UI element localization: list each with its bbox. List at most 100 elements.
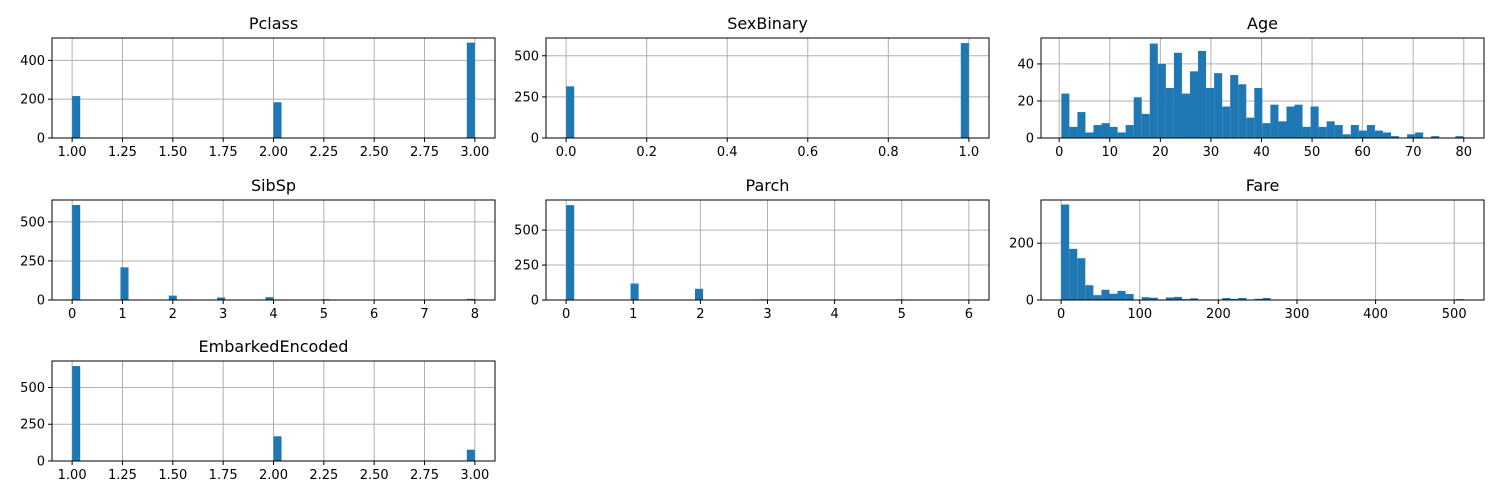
age-bar [1246, 117, 1255, 138]
fare-bar [1117, 290, 1126, 300]
fare-bar [1190, 298, 1199, 300]
age-bar [1101, 123, 1110, 138]
parch-x-tick-label: 0 [562, 307, 570, 322]
pclass-x-tick-label: 2.25 [309, 145, 338, 160]
parch-x-tick-label: 2 [696, 307, 704, 322]
pclass-x-tick-label: 1.00 [58, 145, 87, 160]
age-bar [1415, 132, 1424, 138]
fare-bar [1238, 298, 1247, 300]
age-x-tick-label: 30 [1203, 145, 1220, 160]
sib-sp-x-tick-label: 0 [68, 307, 76, 322]
sib-sp-bar [265, 297, 274, 300]
sib-sp-bar [466, 298, 475, 300]
pclass-panel-title: Pclass [249, 14, 298, 33]
embarked-encoded-x-tick-label: 3.00 [460, 468, 489, 483]
age-bar [1149, 43, 1158, 138]
age-x-tick-label: 0 [1055, 145, 1063, 160]
embarked-encoded-x-tick-label: 2.50 [360, 468, 389, 483]
sib-sp-y-tick-label: 250 [20, 254, 45, 269]
pclass-x-tick-label: 2.75 [410, 145, 439, 160]
sib-sp-x-tick-label: 6 [370, 307, 378, 322]
sex-binary-x-tick-label: 0.4 [717, 145, 738, 160]
sib-sp-y-tick-label: 0 [37, 294, 45, 309]
sib-sp-bar [72, 205, 81, 300]
age-bar [1350, 125, 1359, 138]
parch-y-tick-label: 0 [531, 294, 539, 309]
parch-x-tick-label: 4 [830, 307, 838, 322]
fare-x-tick-label: 200 [1206, 307, 1231, 322]
pclass-bar [72, 96, 81, 138]
sib-sp-x-tick-label: 8 [471, 307, 479, 322]
parch-x-tick-label: 3 [763, 307, 771, 322]
pclass-histogram-panel: 1.00 1.25 1.50 1.75 2.00 2.25 2.50 2.75 3.00 0 200… [20, 14, 496, 160]
fare-bar [1109, 293, 1118, 300]
age-bar [1238, 84, 1247, 138]
age-bar [1302, 126, 1311, 138]
age-bar [1061, 93, 1070, 138]
embarked-encoded-histogram-panel: 1.00 1.25 1.50 1.75 2.00 2.25 2.50 2.75 3.00 0 250… [20, 337, 496, 483]
fare-y-tick-label: 0 [1026, 294, 1034, 309]
age-bar [1278, 121, 1287, 138]
parch-bar [630, 283, 639, 300]
fare-bar [1173, 296, 1182, 300]
parch-x-tick-label: 6 [965, 307, 973, 322]
age-bar [1077, 112, 1086, 138]
age-x-tick-label: 70 [1405, 145, 1422, 160]
fare-axes-frame [1040, 199, 1485, 301]
embarked-encoded-y-tick-label: 250 [20, 418, 45, 433]
fare-bar [1077, 258, 1086, 300]
age-bar [1157, 63, 1166, 138]
parch-gridlines [546, 200, 989, 301]
embarked-encoded-bar [72, 366, 81, 461]
embarked-encoded-x-tick-label: 1.75 [209, 468, 238, 483]
embarked-encoded-bars [72, 366, 475, 461]
age-bar [1125, 125, 1134, 138]
sib-sp-y-tick-label: 500 [20, 215, 45, 230]
age-bar [1173, 52, 1182, 138]
fare-bar [1149, 297, 1158, 300]
fare-y-tick-label: 200 [1009, 237, 1034, 252]
age-y-tick-label: 40 [1017, 57, 1034, 72]
pclass-x-tick-label: 3.00 [460, 145, 489, 160]
age-bar [1318, 126, 1327, 138]
age-x-tick-label: 10 [1102, 145, 1119, 160]
fare-bar [1125, 294, 1134, 300]
parch-x-tick-label: 5 [898, 307, 906, 322]
fare-bar [1101, 289, 1110, 300]
sib-sp-x-tick-label: 4 [269, 307, 277, 322]
sib-sp-bar [168, 295, 177, 300]
pclass-bars [72, 42, 475, 138]
sex-binary-y-tick-label: 250 [514, 90, 539, 105]
age-bar [1141, 113, 1150, 138]
age-bar [1374, 130, 1383, 138]
sib-sp-panel-title: SibSp [251, 176, 296, 195]
fare-bar [1093, 295, 1102, 300]
age-bar [1391, 136, 1400, 138]
sex-binary-x-tick-label: 0.2 [636, 145, 657, 160]
fare-bar [1254, 298, 1263, 300]
fare-bars [1061, 204, 1465, 300]
pclass-x-tick-label: 1.50 [158, 145, 187, 160]
age-x-tick-label: 20 [1152, 145, 1169, 160]
pclass-y-tick-label: 400 [20, 54, 45, 69]
sex-binary-bar [960, 43, 969, 139]
age-bar [1222, 106, 1231, 138]
pclass-y-tick-label: 200 [20, 93, 45, 108]
fare-x-tick-label: 100 [1127, 307, 1152, 322]
age-bar [1431, 136, 1440, 138]
sex-binary-bars [566, 43, 969, 139]
sex-binary-x-tick-label: 0.8 [878, 145, 899, 160]
age-bar [1326, 121, 1335, 138]
age-bar [1189, 71, 1199, 138]
fare-bar [1141, 297, 1150, 300]
sib-sp-bar [120, 267, 129, 300]
age-bar [1133, 97, 1142, 138]
fare-x-tick-label: 500 [1442, 307, 1467, 322]
age-bar [1254, 88, 1263, 138]
sex-binary-gridlines [546, 38, 989, 139]
age-histogram-panel: 0 10 20 30 40 50 60 70 80 0 20 40 Age [1017, 14, 1485, 160]
sib-sp-x-tick-label: 7 [420, 307, 428, 322]
age-bar [1270, 104, 1279, 138]
pclass-x-tick-label: 1.75 [209, 145, 238, 160]
fare-panel-title: Fare [1246, 176, 1280, 195]
